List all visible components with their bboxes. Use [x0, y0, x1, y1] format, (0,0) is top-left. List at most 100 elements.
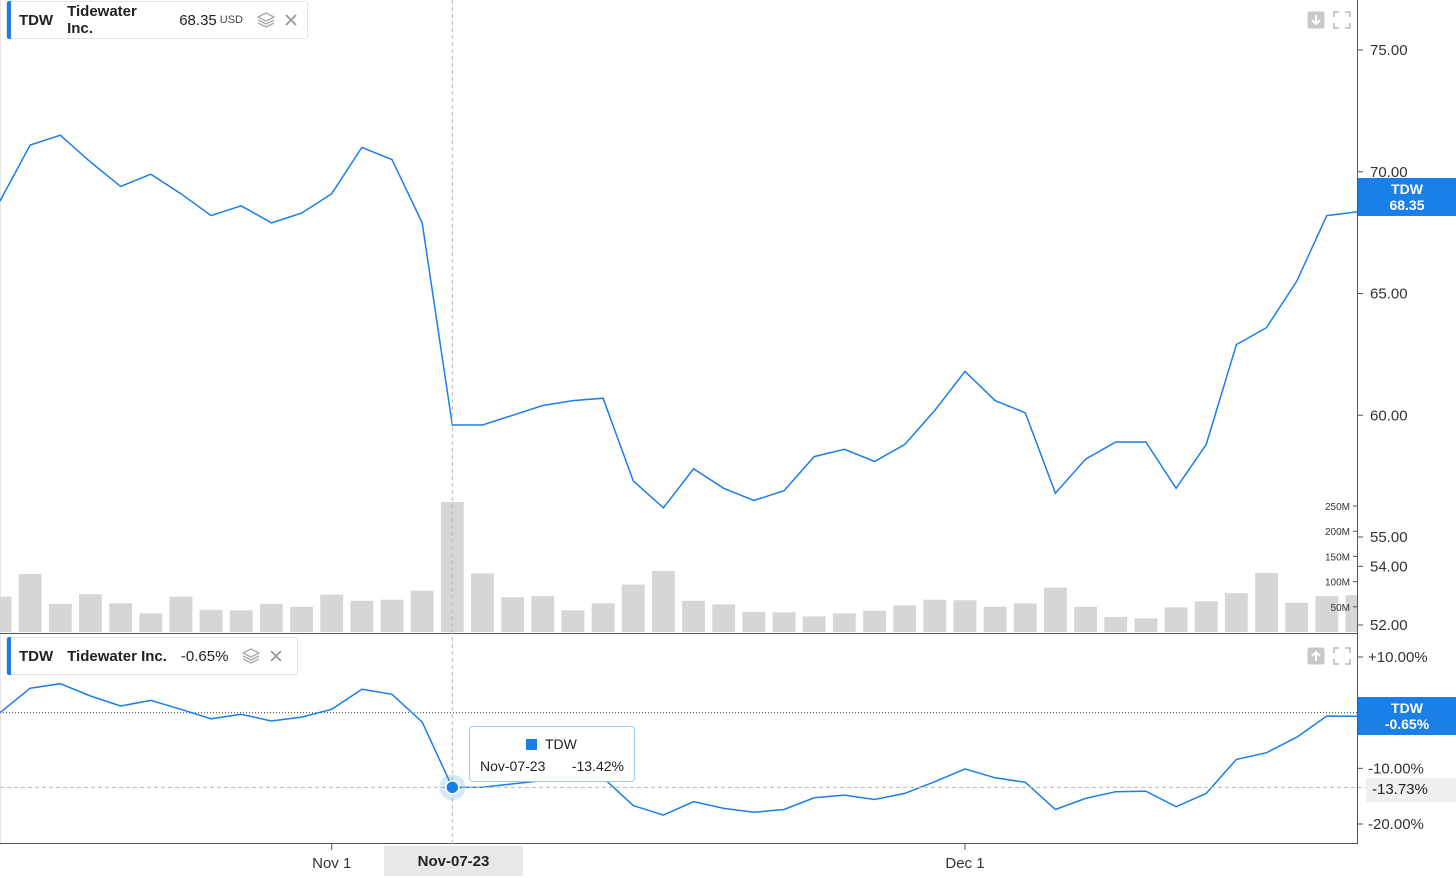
crosshair-date-label: Nov-07-23 — [384, 846, 523, 876]
fullscreen-icon[interactable] — [1333, 647, 1351, 665]
price-line — [0, 134, 1358, 509]
volume-bar — [742, 611, 766, 632]
volume-bar — [621, 584, 645, 632]
layers-icon[interactable] — [242, 648, 261, 664]
price-tick-label: 70.00 — [1370, 164, 1408, 181]
volume-bar — [199, 609, 223, 632]
fullscreen-icon[interactable] — [1333, 11, 1351, 29]
volume-bar — [832, 613, 856, 632]
volume-bar — [983, 606, 1007, 632]
legend-symbol: TDW — [19, 647, 54, 665]
volume-bar — [591, 603, 615, 632]
legend-company-name: Tidewater Inc. — [67, 3, 137, 37]
volume-bar — [471, 573, 494, 632]
volume-bar — [109, 603, 133, 632]
pct-tick-label: -10.00% — [1368, 760, 1424, 777]
hover-point — [445, 780, 460, 795]
volume-bar — [682, 600, 705, 632]
volume-bar — [953, 600, 977, 632]
change-tag-value: -0.65% — [1384, 716, 1430, 732]
price-tag-value: 68.35 — [1389, 197, 1425, 213]
price-tick-label: 65.00 — [1370, 286, 1408, 303]
volume-bar — [380, 599, 404, 632]
hover-tooltip: TDW Nov-07-23 -13.42% — [469, 726, 635, 782]
legend-accent-bar — [7, 1, 11, 39]
price-tick-label: 54.00 — [1370, 558, 1408, 575]
volume-bar — [531, 596, 555, 632]
volume-bar — [1044, 587, 1067, 632]
download-icon[interactable] — [1307, 11, 1325, 29]
volume-bar — [229, 610, 253, 632]
volume-bar — [0, 596, 12, 632]
tooltip-symbol: TDW — [545, 736, 577, 752]
tooltip-date: Nov-07-23 — [480, 758, 546, 774]
volume-bar — [1194, 601, 1218, 632]
x-tick-label: Dec 1 — [945, 855, 984, 872]
volume-bar — [320, 594, 344, 632]
layers-icon[interactable] — [257, 12, 275, 28]
volume-bar — [169, 596, 193, 632]
volume-bar — [1345, 595, 1357, 632]
pct-tick-label: +10.00% — [1368, 649, 1428, 666]
volume-bar — [893, 605, 917, 632]
volume-bar — [139, 613, 163, 632]
volume-bar — [48, 603, 72, 632]
legend-currency: USD — [219, 14, 243, 26]
volume-bar — [1074, 606, 1097, 632]
volume-bar — [1104, 616, 1128, 632]
legend-company-name: Tidewater Inc. — [67, 647, 167, 665]
volume-bar — [1013, 603, 1037, 632]
volume-bar — [18, 574, 42, 632]
volume-bar — [772, 612, 796, 632]
close-icon[interactable] — [270, 646, 283, 667]
volume-tick-label: 250M — [1325, 502, 1350, 513]
close-icon[interactable] — [285, 10, 297, 31]
legend-price: 68.35 — [179, 11, 217, 29]
volume-bar — [259, 603, 283, 632]
change-tag-symbol: TDW — [1391, 700, 1423, 716]
lower-corner-icons — [1307, 647, 1351, 665]
volume-bar — [1255, 573, 1278, 632]
series-color-swatch — [526, 738, 537, 750]
volume-bar — [712, 604, 736, 632]
volume-bar — [1224, 593, 1248, 632]
volume-tick-label: 150M — [1325, 552, 1350, 563]
upper-legend[interactable]: TDW Tidewater Inc. 68.35 USD — [6, 1, 308, 39]
pct-tick-label: -20.00% — [1368, 816, 1424, 833]
x-tick-label: Nov 1 — [312, 855, 351, 872]
volume-tick-label: 50M — [1331, 603, 1350, 614]
price-tick-label: 75.00 — [1370, 42, 1408, 59]
volume-bar — [350, 600, 374, 632]
volume-bar — [561, 610, 585, 632]
tooltip-value: -13.42% — [571, 758, 624, 774]
volume-bar — [652, 571, 675, 632]
volume-bar — [1134, 618, 1158, 632]
lower-legend[interactable]: TDW Tidewater Inc. -0.65% — [6, 637, 298, 675]
upload-icon[interactable] — [1307, 647, 1325, 665]
volume-bar — [802, 616, 826, 632]
volume-bar — [290, 606, 313, 632]
current-change-tag: TDW -0.65% — [1358, 697, 1456, 735]
price-tick-label: 55.00 — [1370, 529, 1408, 546]
volume-bar — [410, 590, 434, 632]
volume-bar — [863, 610, 886, 632]
volume-tick-label: 100M — [1325, 578, 1350, 589]
percent-change-line — [0, 682, 1358, 816]
price-tick-label: 60.00 — [1370, 407, 1408, 424]
current-price-tag: TDW 68.35 — [1358, 178, 1456, 216]
volume-bar — [923, 599, 947, 632]
volume-bar — [1285, 602, 1309, 632]
volume-tick-label: 200M — [1325, 527, 1350, 538]
legend-accent-bar — [7, 637, 11, 675]
upper-corner-icons — [1307, 11, 1351, 29]
tooltip-header: TDW — [526, 736, 577, 752]
volume-bar — [79, 594, 102, 632]
legend-change: -0.65% — [180, 647, 229, 665]
volume-bar — [1164, 607, 1188, 632]
crosshair-value-tag: -13.73% — [1366, 778, 1456, 802]
volume-bar — [501, 597, 525, 632]
price-tick-label: 52.00 — [1370, 617, 1408, 634]
volume-bar — [1315, 596, 1339, 632]
